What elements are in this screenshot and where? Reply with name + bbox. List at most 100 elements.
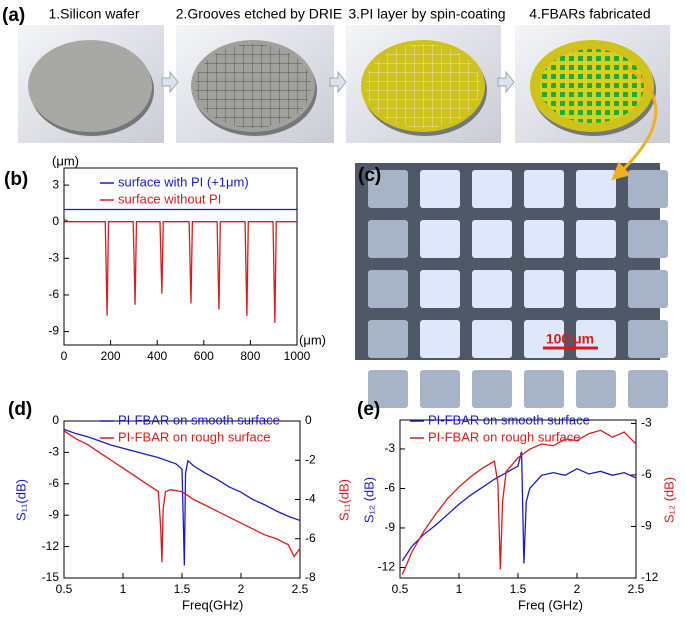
cell xyxy=(368,270,408,308)
cell xyxy=(472,270,512,308)
cell xyxy=(420,320,460,358)
y-tick-label: -3 xyxy=(48,445,59,459)
y2-axis-title: S₁₂ (dB) xyxy=(661,477,676,523)
step-title: 4.FBARs fabricated xyxy=(529,6,650,22)
step-title: 1.Silicon wafer xyxy=(48,6,139,22)
cell xyxy=(420,220,460,258)
x-tick-label: 2.5 xyxy=(292,582,309,596)
cell xyxy=(628,320,668,358)
x-tick-label: 0 xyxy=(61,349,68,363)
plot-frame xyxy=(63,420,301,579)
cell xyxy=(368,170,408,208)
x-tick-label: 1000 xyxy=(284,349,311,363)
x-tick-label: 400 xyxy=(147,349,167,363)
cell xyxy=(576,220,616,258)
y-axis-title: S₁₁(dB) xyxy=(13,479,28,521)
cell xyxy=(368,370,408,408)
data-line xyxy=(63,218,297,324)
x-tick-label: 1 xyxy=(120,582,127,596)
x-tick-label: 200 xyxy=(101,349,121,363)
y-tick-label: -3 xyxy=(48,251,59,265)
cell xyxy=(628,220,668,258)
scale-bar-label: 100 μm xyxy=(546,331,594,347)
cell xyxy=(472,170,512,208)
y2-tick-label: -2 xyxy=(305,452,316,466)
cell xyxy=(472,320,512,358)
data-line xyxy=(401,429,637,575)
cell xyxy=(628,170,668,208)
y2-tick-label: -6 xyxy=(641,467,652,481)
y-tick-label: -12 xyxy=(378,560,396,574)
panel-label: (e) xyxy=(357,399,380,420)
plot-frame xyxy=(63,167,298,346)
panel-label: (b) xyxy=(4,169,28,190)
legend-label: PI-FBAR on rough surface xyxy=(428,429,580,444)
y2-tick-label: 0 xyxy=(305,413,312,427)
legend-label: PI-FBAR on rough surface xyxy=(118,429,270,444)
cell xyxy=(576,270,616,308)
x-tick-label: 2.5 xyxy=(628,582,645,596)
cell xyxy=(524,220,564,258)
y-tick-label: -6 xyxy=(48,476,59,490)
data-line xyxy=(401,451,637,564)
cell xyxy=(576,370,616,408)
y-tick-label: 3 xyxy=(52,177,59,191)
x-tick-label: 800 xyxy=(240,349,260,363)
micrograph xyxy=(355,163,668,408)
cell xyxy=(524,170,564,208)
legend-label: surface with PI (+1μm) xyxy=(118,174,249,189)
y2-tick-label: -8 xyxy=(305,570,316,584)
cell xyxy=(368,320,408,358)
x-tick-label: 600 xyxy=(194,349,214,363)
y2-tick-label: -6 xyxy=(305,531,316,545)
x-tick-label: 1 xyxy=(456,582,463,596)
legend-label: surface without PI xyxy=(118,191,221,206)
arrow xyxy=(611,66,658,181)
x-tick-label: 1.5 xyxy=(174,582,191,596)
y-axis-title: S₁₂ (dB) xyxy=(361,477,376,523)
y-tick-label: -9 xyxy=(48,324,59,338)
y-tick-label: 0 xyxy=(52,214,59,228)
panel-label: (d) xyxy=(8,399,32,420)
y2-tick-label: -4 xyxy=(305,492,316,506)
cell xyxy=(472,370,512,408)
cell xyxy=(576,170,616,208)
cell xyxy=(420,170,460,208)
y-tick-label: -12 xyxy=(42,539,60,553)
panel-label: (a) xyxy=(2,5,25,26)
cell xyxy=(628,270,668,308)
panel-label: (c) xyxy=(358,165,381,186)
y-tick-label: -15 xyxy=(42,570,60,584)
y-tick-label: -9 xyxy=(384,520,395,534)
cell xyxy=(420,270,460,308)
y-axis-title: (μm) xyxy=(52,153,79,168)
legend-label: PI-FBAR on smooth surface xyxy=(428,412,590,427)
y-tick-label: -6 xyxy=(384,481,395,495)
y2-tick-label: -9 xyxy=(641,519,652,533)
x-axis-title: Freq (GHz) xyxy=(518,597,583,612)
cell xyxy=(420,370,460,408)
y2-tick-label: -3 xyxy=(641,416,652,430)
cell xyxy=(472,220,512,258)
x-axis-title: Freq(GHz) xyxy=(182,597,243,612)
cell xyxy=(628,370,668,408)
x-tick-label: 2 xyxy=(238,582,245,596)
y-tick-label: -3 xyxy=(384,441,395,455)
legend-label: PI-FBAR on smooth surface xyxy=(118,412,280,427)
process-images xyxy=(18,25,670,143)
cell xyxy=(524,370,564,408)
y2-axis-title: S₁₁(dB) xyxy=(336,479,351,521)
y2-tick-label: -12 xyxy=(641,570,659,584)
y-tick-label: 0 xyxy=(52,413,59,427)
cell xyxy=(368,220,408,258)
y-tick-label: -6 xyxy=(48,287,59,301)
data-line xyxy=(63,430,301,563)
x-tick-label: 1.5 xyxy=(510,582,527,596)
data-line xyxy=(63,428,301,566)
x-tick-label: 0.5 xyxy=(56,582,73,596)
step-title: 2.Grooves etched by DRIE xyxy=(176,6,343,22)
cell xyxy=(524,270,564,308)
x-tick-label: 0.5 xyxy=(392,582,409,596)
